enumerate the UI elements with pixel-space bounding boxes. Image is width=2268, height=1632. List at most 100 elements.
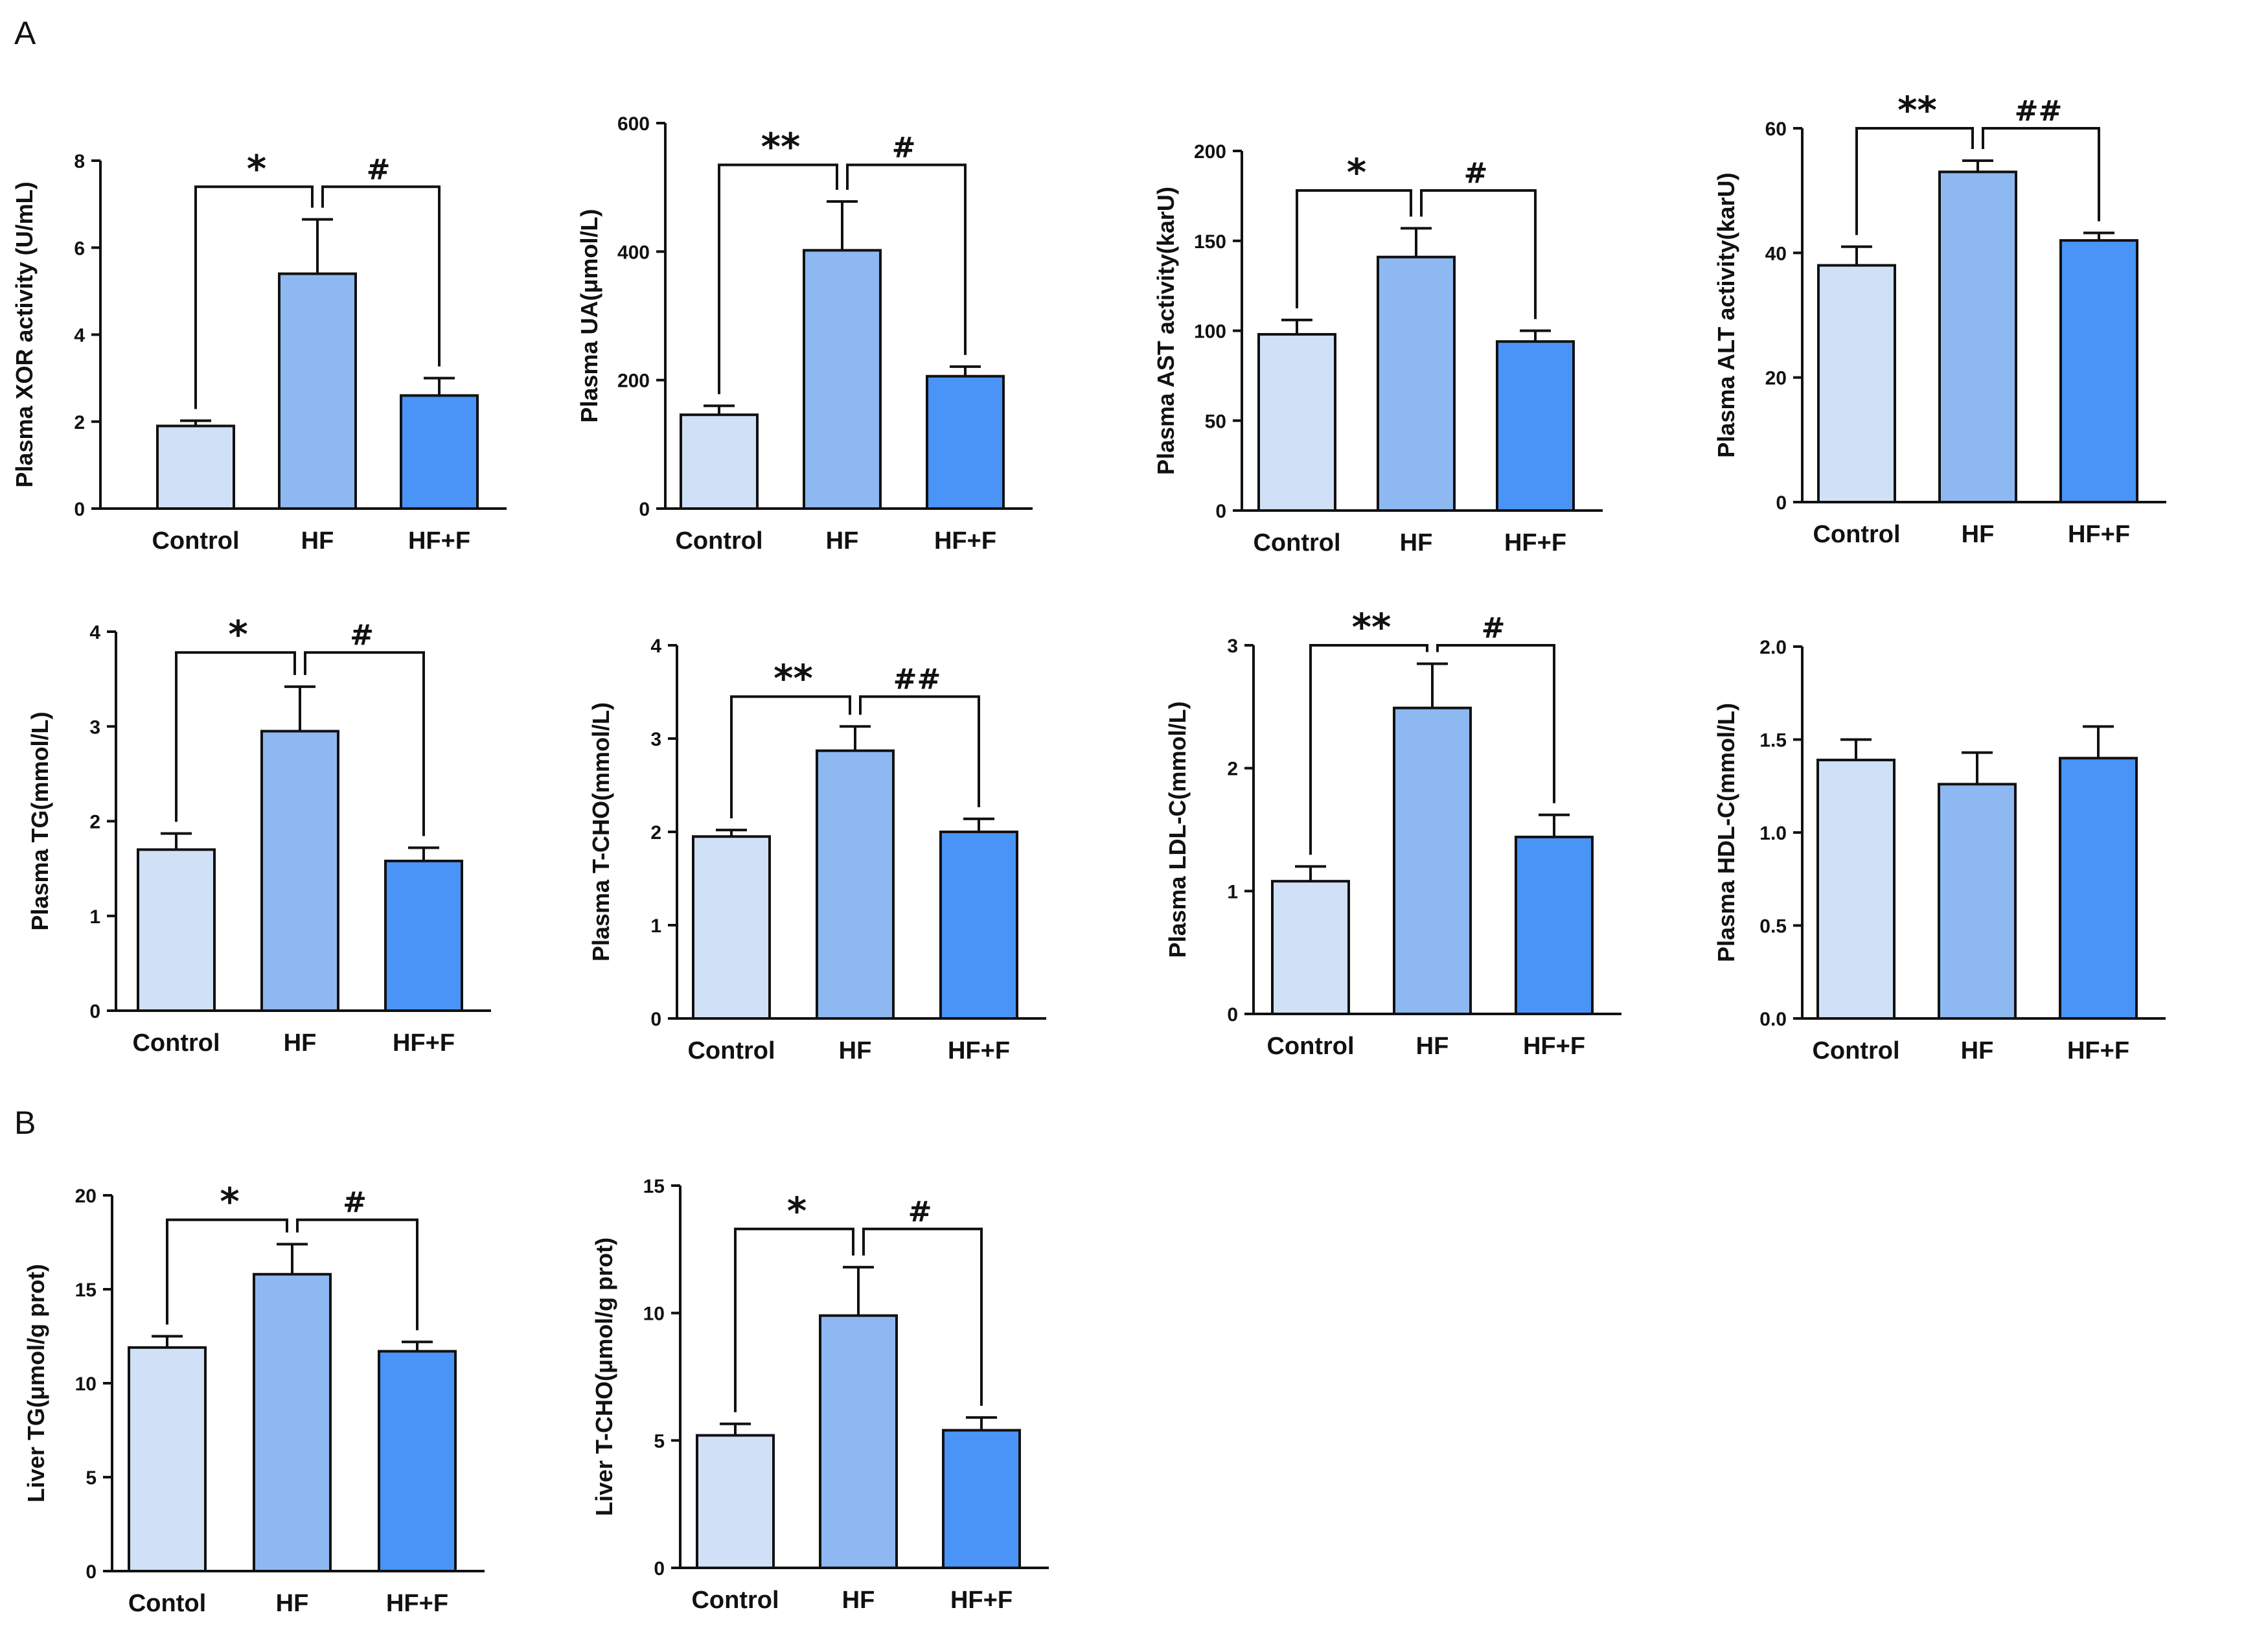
y-tick-label: 20 <box>1765 368 1787 389</box>
x-category-label: HF+F <box>950 1587 1013 1614</box>
chart-5: 0 1 2 3 4 Plasma TG(mmol/L) Control HF HF+F * # <box>27 612 491 1057</box>
y-tick-label: 15 <box>643 1176 665 1197</box>
y-tick-label: 10 <box>75 1373 97 1395</box>
significance-marker-left: ** <box>773 656 813 700</box>
chart-8: 0.0 0.5 1.0 1.5 2.0 Plasma HDL-C(mmol/L) Contr… <box>1713 637 2166 1064</box>
y-tick-label: 0 <box>650 1009 661 1030</box>
significance-marker-right: ## <box>2015 95 2063 128</box>
chart-10: 0 5 10 15 Liver T-CHO(μmol/g prot) Control HF H… <box>591 1176 1049 1614</box>
significance-bracket-left <box>166 1218 288 1325</box>
bar-hf <box>816 749 895 1020</box>
bar-control <box>1817 264 1896 503</box>
bar-control <box>137 848 216 1012</box>
bar-hf-plus-f <box>2059 239 2138 503</box>
x-category-label: HF <box>301 527 334 555</box>
significance-marker-left: * <box>228 612 247 656</box>
y-tick-label: 3 <box>89 717 100 738</box>
significance-bracket-left <box>1296 189 1412 308</box>
y-tick-label: 0 <box>1227 1004 1238 1026</box>
y-tick-label: 2 <box>89 812 100 833</box>
bar-hf <box>1393 706 1472 1015</box>
y-tick-label: 200 <box>617 371 650 392</box>
bar-hf-plus-f <box>378 1350 457 1572</box>
significance-bracket-right <box>1420 189 1537 319</box>
significance-marker-right: # <box>1482 612 1506 645</box>
y-tick-label: 100 <box>1194 321 1226 343</box>
chart-7: 0 1 2 3 Plasma LDL-C(mmol/L) Control HF HF+F ** # <box>1164 605 1621 1060</box>
x-category-label: HF+F <box>386 1590 448 1617</box>
x-category-label: Control <box>691 1587 779 1614</box>
x-category-label: Control <box>152 527 239 555</box>
x-category-label: HF <box>276 1590 309 1617</box>
x-category-label: Control <box>687 1037 775 1064</box>
y-tick-label: 150 <box>1194 231 1226 253</box>
significance-marker-right: # <box>892 131 916 164</box>
y-tick-label: 5 <box>86 1467 97 1489</box>
x-category-label: HF <box>1962 521 1995 548</box>
significance-marker-right: # <box>908 1195 932 1228</box>
bar-hf-plus-f <box>384 859 463 1013</box>
charts-container: 0 2 4 6 8 Plasma XOR activity (U/mL) Control HF… <box>11 88 2166 1617</box>
y-tick-label: 1 <box>89 906 100 928</box>
x-category-label: HF <box>1416 1033 1449 1060</box>
y-tick-label: 2 <box>74 412 85 433</box>
y-axis-title: Liver TG(μmol/g prot) <box>23 1264 49 1502</box>
significance-bracket-left <box>734 1227 854 1412</box>
y-tick-label: 0.5 <box>1759 916 1787 937</box>
y-tick-label: 6 <box>74 238 85 259</box>
bar-control <box>692 835 771 1020</box>
y-tick-label: 400 <box>617 242 650 263</box>
significance-bracket-right <box>1436 644 1555 803</box>
y-tick-label: 15 <box>75 1280 97 1301</box>
x-category-label: HF+F <box>2068 521 2130 548</box>
chart-6: 0 1 2 3 4 Plasma T-CHO(mmol/L) Control HF HF+F **… <box>588 636 1046 1064</box>
y-tick-label: 0 <box>74 499 85 520</box>
bar-contol <box>128 1346 207 1572</box>
bar-hf <box>278 272 357 510</box>
significance-marker-left: ** <box>1352 605 1392 649</box>
y-axis-title: Plasma LDL-C(mmol/L) <box>1164 701 1191 958</box>
x-category-label: Control <box>675 527 762 555</box>
y-tick-label: 0 <box>1776 492 1787 514</box>
y-axis-title: Plasma ALT activity(karU) <box>1713 172 1739 457</box>
bar-control <box>1257 333 1336 512</box>
significance-marker-left: * <box>247 146 266 190</box>
significance-bracket-right <box>846 163 967 355</box>
x-category-label: HF <box>1961 1037 1994 1064</box>
significance-bracket-left <box>730 695 851 819</box>
y-tick-label: 1.5 <box>1759 730 1787 752</box>
y-tick-label: 4 <box>89 622 100 643</box>
x-category-label: HF <box>1400 529 1433 557</box>
bar-hf-plus-f <box>1515 835 1594 1015</box>
bar-hf <box>819 1314 898 1569</box>
bar-hf <box>803 249 882 510</box>
bar-control <box>1271 880 1350 1016</box>
x-category-label: HF <box>839 1037 872 1064</box>
x-category-label: Control <box>1813 521 1900 548</box>
panel-label-a: A <box>14 15 36 51</box>
x-category-label: Control <box>1253 529 1340 557</box>
significance-marker-right: ## <box>893 663 941 696</box>
bar-control <box>156 424 235 511</box>
y-tick-label: 4 <box>650 636 661 657</box>
bar-hf <box>260 730 339 1012</box>
y-tick-label: 20 <box>75 1186 97 1207</box>
x-category-label: HF <box>284 1029 317 1057</box>
bar-hf <box>1938 170 2017 503</box>
significance-bracket-right <box>296 1218 418 1331</box>
bar-hf-plus-f <box>942 1429 1021 1570</box>
x-category-label: HF+F <box>408 527 470 555</box>
y-axis-title: Plasma TG(mmol/L) <box>27 711 53 930</box>
y-tick-label: 8 <box>74 151 85 172</box>
bar-hf-plus-f <box>2059 757 2138 1020</box>
y-tick-label: 40 <box>1765 243 1787 264</box>
significance-bracket-right <box>304 651 425 836</box>
significance-marker-left: * <box>787 1189 807 1233</box>
bar-hf-plus-f <box>400 394 479 510</box>
bar-control <box>696 1434 775 1569</box>
y-tick-label: 4 <box>74 325 85 347</box>
significance-bracket-left <box>194 185 314 409</box>
y-axis-title: Plasma UA(μmol/L) <box>576 209 602 422</box>
y-tick-label: 10 <box>643 1304 665 1325</box>
